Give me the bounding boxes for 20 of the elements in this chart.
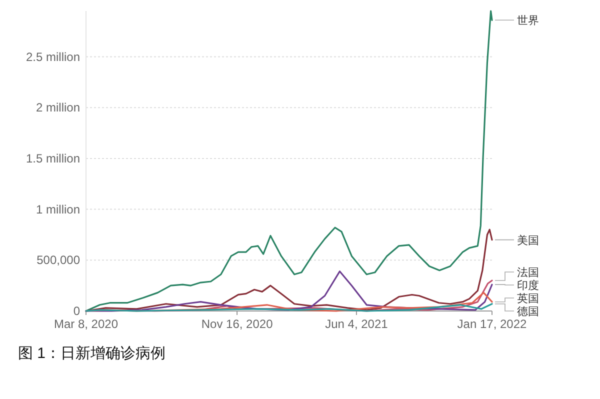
y-tick-label: 0 (73, 304, 80, 318)
text: 美国 (517, 234, 539, 247)
y-tick-label: 2.5 million (26, 50, 80, 64)
text: 英国 (517, 292, 539, 305)
line-series (85, 303, 493, 312)
text: 印度 (517, 279, 539, 292)
x-tick-label: Jan 17, 2022 (457, 317, 528, 331)
caption: 图 1：日新增确诊病例 (18, 345, 166, 362)
x-tick-label: Nov 16, 2020 (201, 317, 274, 331)
text: 世界 (517, 14, 539, 28)
y-tick-label: 1.5 million (26, 151, 80, 166)
y-tick-label: 500,000 (36, 253, 80, 268)
line-series (85, 10, 493, 312)
y-tick-label: 2 million (36, 100, 80, 115)
text: 德国 (517, 306, 539, 318)
text: 法国 (517, 266, 539, 279)
x-tick-label: Jun 4, 2021 (325, 317, 388, 331)
y-tick-label: 1 million (36, 202, 80, 216)
x-tick-label: Mar 8, 2020 (54, 317, 118, 331)
line-series (85, 228, 493, 312)
